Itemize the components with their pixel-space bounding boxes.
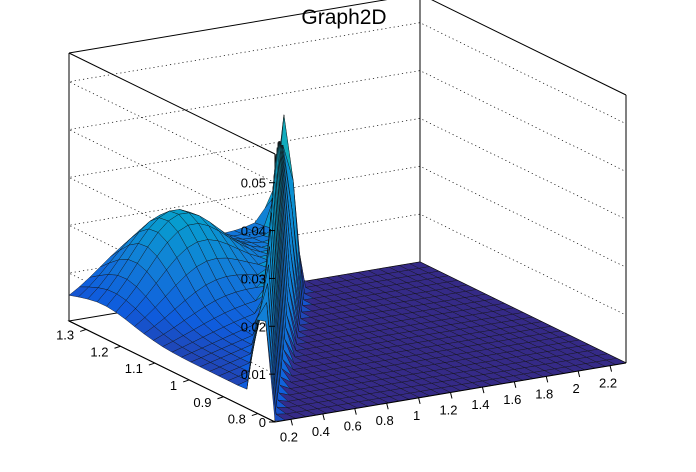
x-tick-mark (450, 392, 453, 399)
x-tick-label: 1.8 (535, 386, 553, 401)
x-tick-mark (290, 419, 293, 426)
x-tick-mark (481, 387, 485, 394)
x-tick-label: 1.2 (439, 403, 457, 418)
chart-title: Graph2D (301, 6, 386, 29)
top-back-edges (68, 0, 627, 96)
y-tick-label: 1 (170, 378, 177, 393)
y-tick-mark (148, 362, 155, 366)
z-tick-label: 0.04 (241, 224, 266, 239)
x-tick-mark (418, 397, 421, 404)
y-axis-line (68, 320, 276, 423)
x-tick-label: 1 (413, 408, 420, 423)
z-gridline (67, 70, 627, 231)
y-tick-label: 1.2 (90, 344, 108, 359)
x-tick-label: 0.2 (280, 429, 298, 444)
x-tick-mark (513, 381, 517, 388)
x-tick-mark (322, 413, 325, 421)
x-tick-mark (386, 403, 389, 410)
y-tick-mark (183, 379, 190, 383)
axis-ticks: 0.2 0.4 0.6 0.8 1 1.2 1.4 1.6 1.8 2 2.2 0.8 0.9 1 1.1 1… (56, 176, 617, 445)
y-tick-label: 1.3 (56, 327, 74, 342)
x-tick-label: 0.6 (344, 419, 362, 434)
z-tick-label: 0.01 (241, 367, 266, 382)
z-gridline (67, 22, 627, 184)
x-tick-label: 1.4 (471, 397, 489, 412)
y-tick-mark (217, 396, 224, 400)
z-tick-label: 0 (259, 415, 266, 430)
z-tick-label: 0.02 (241, 319, 266, 334)
x-tick-label: 0.4 (312, 424, 330, 439)
x-tick-label: 1.6 (503, 392, 521, 407)
y-tick-label: 0.9 (193, 395, 211, 410)
x-tick-mark (609, 365, 613, 372)
x-tick-label: 2.2 (599, 376, 617, 391)
surface-plot (68, 114, 627, 422)
y-tick-mark (251, 413, 258, 417)
z-tick-label: 0.05 (241, 176, 266, 191)
x-tick-label: 0.8 (376, 413, 394, 428)
x-tick-mark (354, 408, 357, 415)
x-tick-label: 2 (573, 381, 580, 396)
x-tick-mark (545, 376, 549, 383)
y-tick-mark (114, 345, 121, 349)
y-tick-label: 1.1 (125, 361, 143, 376)
z-tick-label: 0.03 (241, 271, 266, 286)
top-left-edge (68, 52, 276, 155)
y-tick-label: 0.8 (228, 412, 246, 427)
y-tick-mark (80, 328, 87, 332)
x-tick-mark (577, 370, 581, 378)
